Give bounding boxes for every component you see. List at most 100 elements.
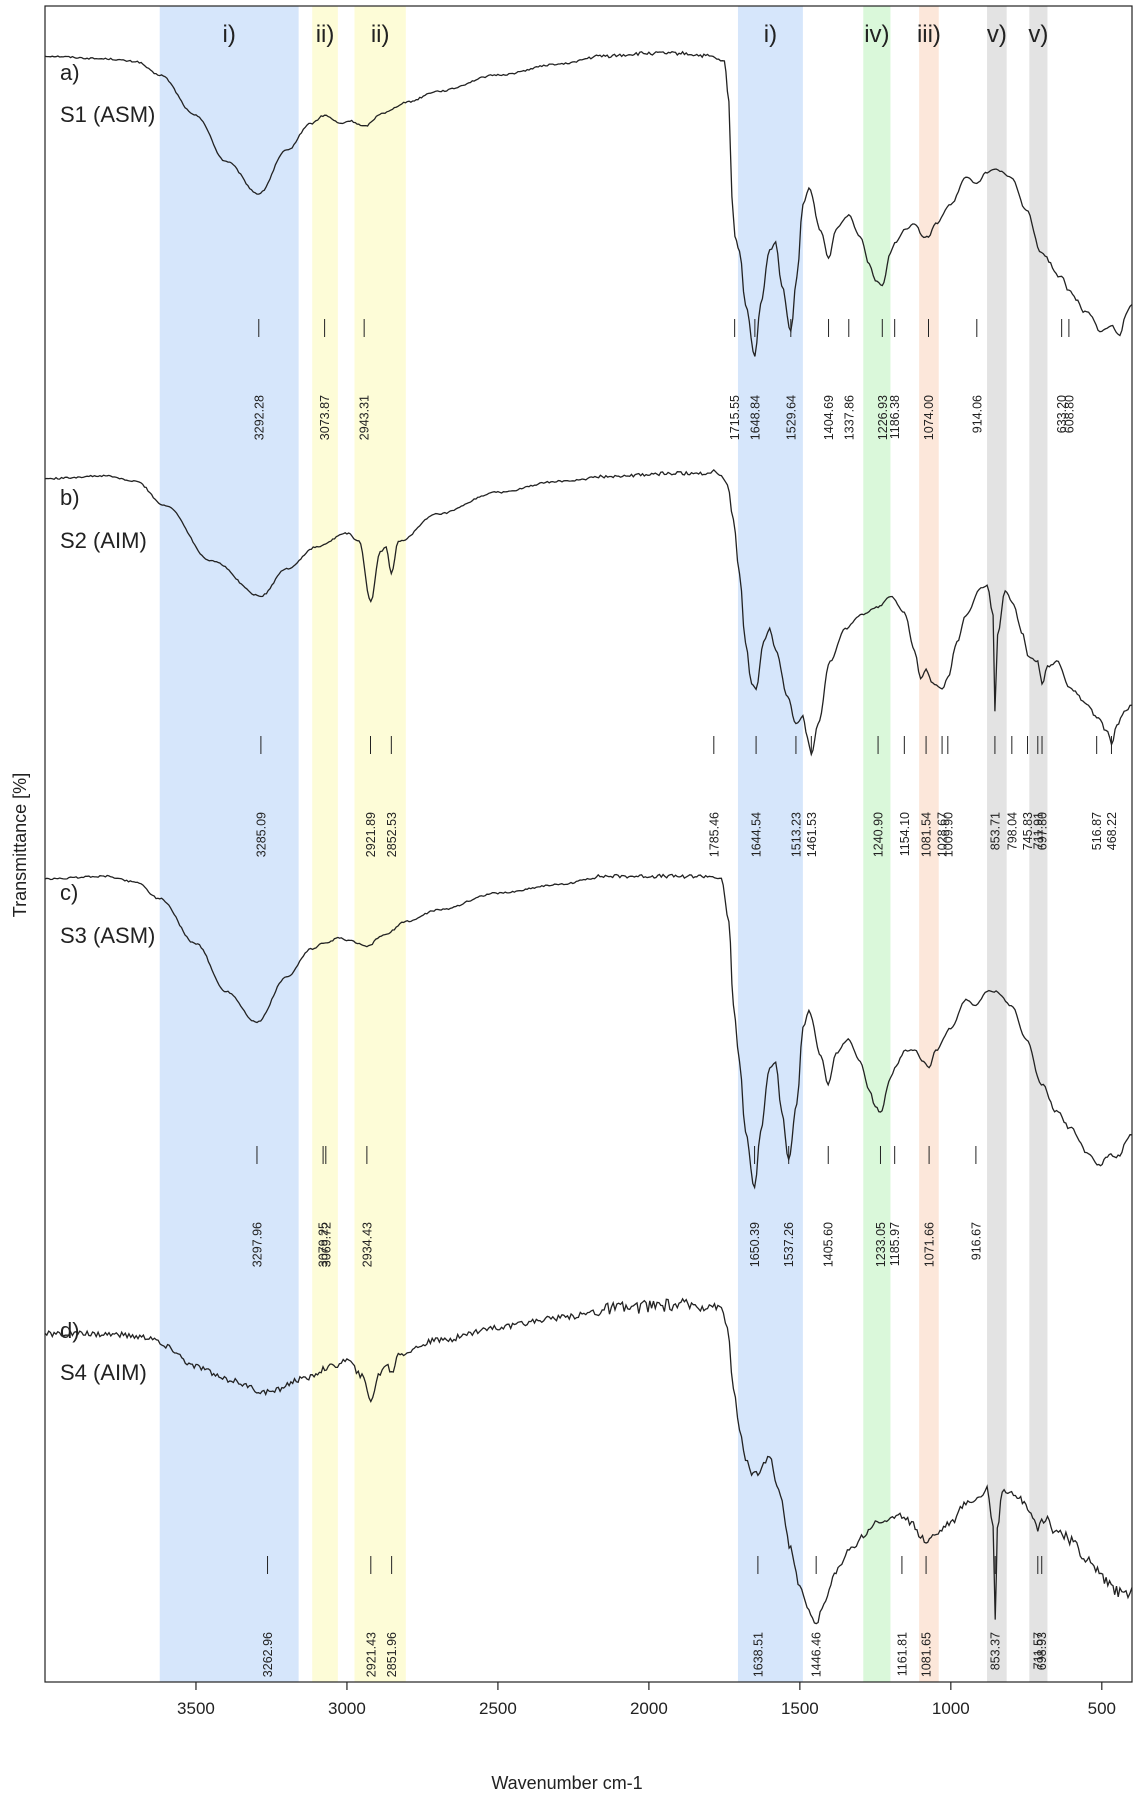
peak-1-2: 2943.31 [358, 319, 372, 440]
series-name-4: S4 (AIM) [60, 1360, 147, 1385]
peak-4-3: 1638.51 [751, 1556, 765, 1677]
band-label-2: ii) [371, 21, 390, 48]
peak-label: 1009.90 [941, 812, 955, 857]
peak-label: 3297.96 [250, 1222, 264, 1267]
peak-1-8: 1226.93 [876, 319, 890, 440]
peak-label: 1240.90 [872, 812, 886, 857]
peak-label: 697.80 [1036, 812, 1050, 850]
peak-4-5: 1161.81 [895, 1556, 909, 1676]
peak-1-7: 1337.86 [842, 319, 856, 440]
peak-4-4: 1446.46 [810, 1556, 824, 1677]
peak-4-1: 2921.43 [364, 1556, 378, 1677]
peak-label: 853.71 [988, 812, 1002, 850]
peak-1-3: 1715.55 [728, 319, 742, 440]
peak-label: 711.91 [1031, 812, 1045, 849]
band-label-4: iv) [864, 21, 889, 48]
x-tick-label-0: 3500 [177, 1699, 215, 1718]
peak-4-9: 698.93 [1035, 1556, 1049, 1670]
band-1 [312, 6, 338, 1682]
peak-2-13: 798.04 [1005, 736, 1019, 850]
peak-3-1: 3079.25 [317, 1146, 331, 1267]
peak-label: 3262.96 [261, 1632, 275, 1677]
peak-3-5: 1537.26 [782, 1146, 796, 1267]
trace-2 [44, 468, 1133, 757]
axis-layer: 3500 3000 2500 2000 1500 1000 500 [177, 1682, 1116, 1718]
peak-3-9: 1071.66 [923, 1146, 937, 1267]
peak-label: 2921.89 [364, 812, 378, 857]
peak-label: 1226.93 [876, 395, 890, 440]
peak-label: 1461.53 [805, 812, 819, 857]
peak-label: 1715.55 [728, 395, 742, 440]
peak-label: 1405.60 [822, 1222, 836, 1267]
peak-1-5: 1529.64 [784, 319, 798, 440]
peak-label: 3079.25 [317, 1222, 331, 1267]
peak-1-10: 1074.00 [922, 319, 936, 440]
peak-2-14: 745.83 [1021, 736, 1035, 850]
peak-label: 1154.10 [898, 812, 912, 856]
peak-2-17: 516.87 [1090, 736, 1104, 850]
peak-label: 798.04 [1005, 812, 1019, 850]
x-tick-label-5: 1000 [932, 1699, 970, 1718]
peak-3-4: 1650.39 [748, 1146, 762, 1267]
x-tick-label-1: 3000 [328, 1699, 366, 1718]
band-label-6: v) [987, 21, 1007, 48]
peak-label: 468.22 [1105, 812, 1119, 850]
labels-layer: i) ii) ii) i) iv) iii) v) v) a) S1 (ASM) b) S2 (AIM… [60, 21, 1048, 1385]
peak-label: 1638.51 [751, 1632, 765, 1677]
peak-2-16: 697.80 [1036, 736, 1050, 850]
peak-2-4: 1644.54 [750, 736, 764, 857]
series-letter-1: a) [60, 60, 80, 85]
peak-label: 1650.39 [748, 1222, 762, 1267]
peak-3-3: 2934.43 [360, 1146, 374, 1267]
peak-1-4: 1648.84 [748, 319, 762, 440]
peak-3-2: 3069.72 [319, 1146, 333, 1267]
band-7 [1029, 6, 1048, 1682]
peak-label: 1513.23 [789, 812, 803, 857]
peak-1-11: 914.06 [970, 319, 984, 433]
x-tick-label-4: 1500 [781, 1699, 819, 1718]
peak-2-12: 853.71 [988, 736, 1002, 850]
peak-label: 633.20 [1055, 395, 1069, 433]
peak-label: 711.57 [1031, 1632, 1045, 1669]
band-4 [863, 6, 891, 1682]
traces-layer [44, 50, 1133, 1625]
band-2 [354, 6, 406, 1682]
peak-label: 2852.53 [385, 812, 399, 857]
peak-label: 3292.28 [252, 395, 266, 440]
peak-1-6: 1404.69 [822, 319, 836, 440]
peak-label: 516.87 [1090, 812, 1104, 850]
band-label-1: ii) [316, 21, 335, 48]
peak-label: 1233.05 [874, 1222, 888, 1267]
peak-2-7: 1240.90 [872, 736, 886, 857]
peak-3-6: 1405.60 [822, 1146, 836, 1267]
peak-4-6: 1081.65 [920, 1556, 934, 1677]
band-6 [987, 6, 1007, 1682]
trace-4 [44, 1297, 1133, 1625]
peak-label: 2934.43 [360, 1222, 374, 1267]
peak-2-11: 1009.90 [941, 736, 955, 857]
peak-2-2: 2852.53 [385, 736, 399, 857]
peak-1-13: 608.80 [1062, 319, 1076, 433]
peak-label: 3073.87 [318, 395, 332, 440]
peak-label: 1028.67 [936, 812, 950, 857]
peak-label: 1071.66 [923, 1222, 937, 1267]
peak-2-9: 1081.54 [920, 736, 934, 857]
peak-label: 1529.64 [784, 395, 798, 440]
y-axis-title: Transmittance [%] [10, 773, 30, 917]
peak-label: 2921.43 [364, 1632, 378, 1677]
peak-label: 1337.86 [842, 395, 856, 440]
band-label-0: i) [223, 21, 236, 48]
peak-label: 608.80 [1062, 395, 1076, 433]
peak-2-1: 2921.89 [364, 736, 378, 857]
peak-label: 1081.54 [920, 812, 934, 857]
peak-2-10: 1028.67 [936, 736, 950, 857]
peak-4-2: 2851.96 [385, 1556, 399, 1677]
band-5 [919, 6, 939, 1682]
series-name-3: S3 (ASM) [60, 923, 155, 948]
band-label-7: v) [1028, 21, 1048, 48]
peak-2-8: 1154.10 [898, 736, 912, 856]
x-tick-label-6: 500 [1088, 1699, 1116, 1718]
peak-label: 3069.72 [319, 1222, 333, 1267]
peak-label: 1185.97 [888, 1222, 902, 1266]
